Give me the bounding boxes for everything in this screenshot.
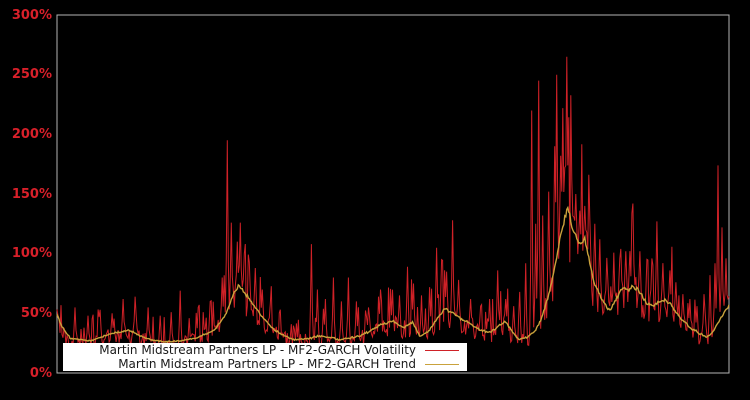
legend-item-volatility: Martin Midstream Partners LP - MF2-GARCH…	[63, 343, 467, 357]
legend-line-sample-volatility	[425, 349, 459, 351]
y-tick-label-300: 300%	[11, 7, 52, 23]
legend-line-sample-trend	[425, 363, 459, 365]
y-tick-label-250: 250%	[11, 67, 52, 83]
legend-label-volatility: Martin Midstream Partners LP - MF2-GARCH…	[99, 343, 416, 357]
y-tick-label-50: 50%	[20, 305, 52, 321]
trend-series-line	[56, 205, 730, 344]
y-tick-label-150: 150%	[11, 186, 52, 202]
legend-label-trend: Martin Midstream Partners LP - MF2-GARCH…	[118, 357, 416, 371]
plot-border	[56, 14, 730, 374]
y-tick-label-0: 0%	[29, 365, 52, 381]
legend-item-trend: Martin Midstream Partners LP - MF2-GARCH…	[63, 357, 467, 371]
legend: Martin Midstream Partners LP - MF2-GARCH…	[63, 343, 467, 371]
y-tick-label-100: 100%	[11, 246, 52, 262]
y-tick-label-200: 200%	[11, 126, 52, 142]
